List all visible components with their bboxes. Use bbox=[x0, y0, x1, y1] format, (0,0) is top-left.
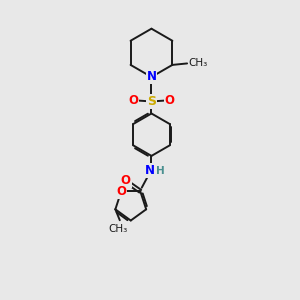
Text: O: O bbox=[165, 94, 175, 107]
Text: S: S bbox=[147, 94, 156, 108]
Text: CH₃: CH₃ bbox=[189, 58, 208, 68]
Text: O: O bbox=[121, 174, 130, 188]
Text: O: O bbox=[116, 185, 126, 198]
Text: H: H bbox=[156, 166, 165, 176]
Text: O: O bbox=[128, 94, 138, 107]
Text: CH₃: CH₃ bbox=[109, 224, 128, 234]
Text: N: N bbox=[146, 70, 157, 83]
Text: N: N bbox=[145, 164, 155, 177]
